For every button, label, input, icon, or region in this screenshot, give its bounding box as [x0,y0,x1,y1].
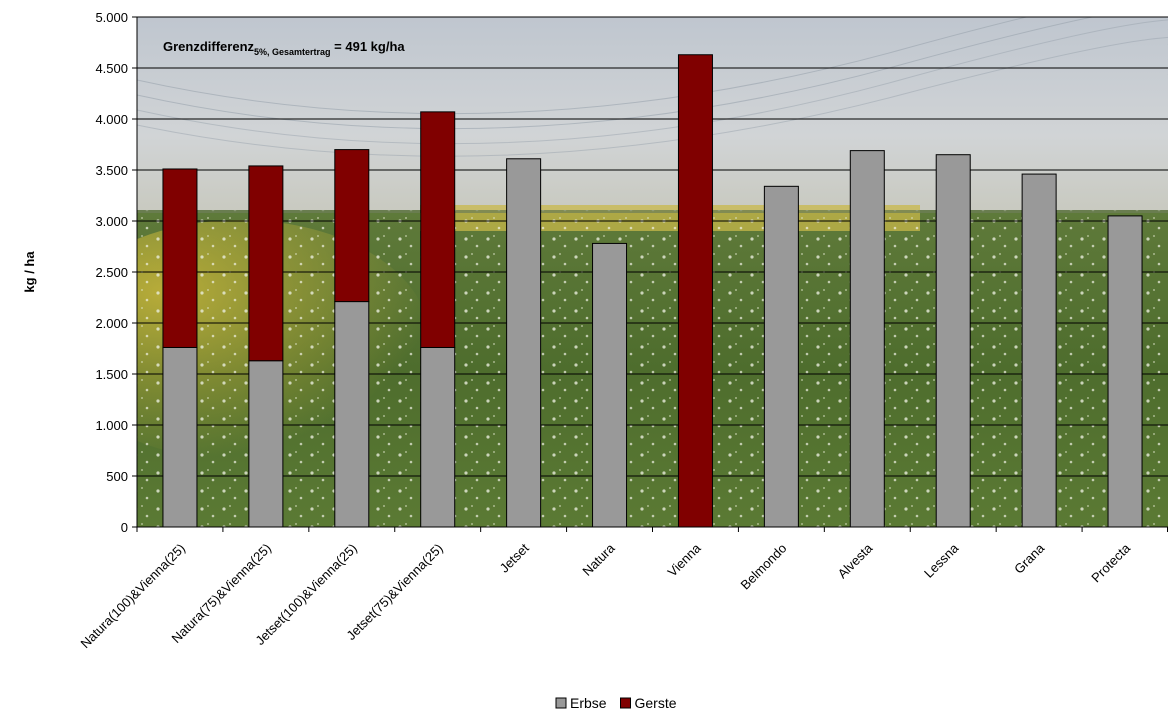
bar-erbse [162,346,198,528]
bar-erbse [935,154,971,528]
bar-erbse [1107,215,1143,528]
bar-erbse [248,360,284,528]
y-tick-label: 1.000 [95,418,128,433]
annotation-subscript: 5%, Gesamtertrag [254,47,331,57]
y-tick-label: 4.000 [95,112,128,127]
bars [162,54,1143,528]
bar-gerste [248,165,284,362]
y-tick-label: 2.500 [95,265,128,280]
legend-swatch-erbse [555,697,567,709]
bar-gerste [162,168,198,348]
y-tick-label: 500 [106,469,128,484]
legend-swatch-gerste [620,697,631,709]
y-tick-label: 0 [121,520,128,535]
bar-gerste [334,149,370,303]
x-category-label: Belmondo [737,541,789,593]
legend-label-erbse: Erbse [570,695,607,711]
bar-erbse [506,158,542,528]
bar-gerste [420,111,456,348]
legend: Erbse Gerste [555,695,677,711]
y-tick-label: 2.000 [95,316,128,331]
y-axis-title: kg / ha [22,251,37,293]
y-tick-label: 4.500 [95,61,128,76]
x-category-label: Protecta [1088,540,1133,585]
x-category-label: Grana [1011,540,1048,577]
x-ticks: Natura(100)&Vienna(25)Natura(75)&Vienna(… [77,527,1168,651]
x-category-label: Natura [579,540,618,579]
y-tick-label: 3.000 [95,214,128,229]
bar-erbse [592,242,628,528]
legend-label-gerste: Gerste [635,695,677,711]
x-category-label: Jetset(75)&Vienna(25) [343,541,445,643]
y-tick-label: 3.500 [95,163,128,178]
bar-erbse [334,301,370,528]
annotation-rest: = 491 kg/ha [331,39,406,54]
bar-erbse [420,346,456,528]
x-category-label: Jetset [497,540,532,575]
bar-erbse [1021,173,1057,528]
y-tick-label: 5.000 [95,10,128,25]
x-category-label: Lessna [921,540,962,581]
x-category-label: Natura(75)&Vienna(25) [169,541,274,646]
annotation-grenzdifferenz: Grenzdifferenz5%, Gesamtertrag = 491 kg/… [163,39,405,57]
bar-gerste [677,54,713,528]
annotation-main: Grenzdifferenz [163,39,255,54]
gridlines [137,16,1168,477]
x-category-label: Vienna [665,540,705,580]
y-tick-label: 1.500 [95,367,128,382]
y-ticks: 0 500 1.000 1.500 2.000 2.500 3.000 3.500 4.000 4… [95,10,137,535]
x-category-label: Alvesta [835,540,876,581]
bar-erbse [849,150,885,528]
bar-erbse [763,185,799,528]
